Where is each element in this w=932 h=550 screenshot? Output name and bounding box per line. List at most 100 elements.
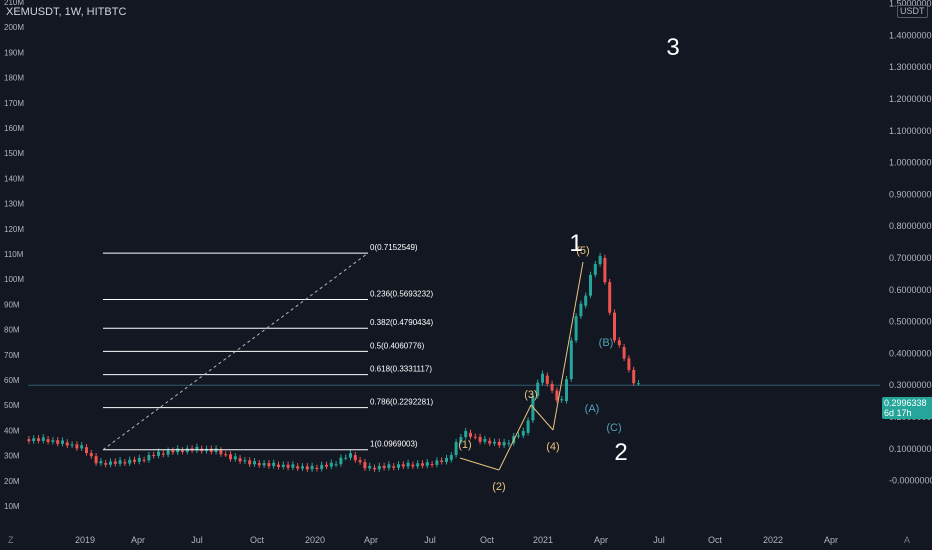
candle-body xyxy=(181,450,184,452)
right-axis-tick: -0.0000000 xyxy=(889,476,932,486)
right-axis-tick: 0.9000000 xyxy=(889,189,932,199)
candle-body xyxy=(598,256,602,265)
candle-body xyxy=(483,438,487,442)
candle-body xyxy=(157,451,160,456)
candle-body xyxy=(579,303,583,317)
fib-level-label: 0.382(0.4790434) xyxy=(370,318,434,327)
candle-body xyxy=(85,447,88,454)
candle-body xyxy=(387,464,391,469)
candle-body xyxy=(637,383,640,385)
x-axis-tick: 2022 xyxy=(763,535,783,545)
candle-body xyxy=(536,382,540,397)
candle-body xyxy=(339,457,343,465)
candle-body xyxy=(531,396,535,421)
candle-body xyxy=(166,450,170,455)
candle-body xyxy=(32,438,36,442)
log-scale-toggle[interactable]: Z xyxy=(8,535,14,545)
candle-body xyxy=(286,464,290,468)
candle-body xyxy=(411,464,415,467)
right-axis-tick: 1.2000000 xyxy=(889,94,932,104)
right-axis-tick: 0.7000000 xyxy=(889,253,932,263)
x-axis-tick: Oct xyxy=(250,535,265,545)
fib-level-label: 1(0.0969003) xyxy=(370,440,418,449)
wave-label: (5) xyxy=(576,245,589,257)
fib-level-label: 0.5(0.4060776) xyxy=(370,341,425,350)
candle-body xyxy=(632,369,636,384)
candle-body xyxy=(589,274,592,296)
candle-body xyxy=(80,445,84,449)
candle-body xyxy=(113,461,117,464)
left-axis-tick: 140M xyxy=(4,174,24,183)
candle-body xyxy=(243,460,247,462)
candle-body xyxy=(315,467,319,469)
big-wave-label: 3 xyxy=(666,34,679,61)
candle-body xyxy=(382,465,386,469)
candle-body xyxy=(507,443,511,445)
candle-body xyxy=(622,347,626,359)
candle-body xyxy=(464,430,468,438)
candle-body xyxy=(565,379,568,402)
candle-body xyxy=(41,437,45,441)
right-axis-tick: 1.5000000 xyxy=(889,0,932,9)
candle-body xyxy=(123,462,127,464)
candle-body xyxy=(569,340,573,380)
candle-body xyxy=(435,460,439,465)
candle-body xyxy=(584,295,588,306)
candle-body xyxy=(238,458,242,462)
candle-body xyxy=(128,459,132,464)
candle-body xyxy=(257,463,261,466)
candle-body xyxy=(493,441,496,444)
x-axis-tick: 2021 xyxy=(533,535,553,545)
candle-body xyxy=(416,463,420,467)
left-axis-tick: 150M xyxy=(4,149,24,158)
candle-body xyxy=(104,463,108,465)
left-axis-tick: 180M xyxy=(4,74,24,83)
wave-path-line xyxy=(459,457,500,471)
x-axis-tick: Apr xyxy=(131,535,145,545)
candle-body xyxy=(147,454,151,461)
candle-body xyxy=(445,457,448,462)
candle-body xyxy=(46,439,50,442)
candle-body xyxy=(421,463,424,466)
candle-body xyxy=(526,420,530,433)
wave-label: (3) xyxy=(524,389,537,401)
wave-path-line xyxy=(552,261,584,431)
candle-body xyxy=(497,441,501,446)
candle-body xyxy=(118,460,122,464)
left-axis-tick: 40M xyxy=(4,426,20,435)
candle-body xyxy=(301,466,304,469)
left-axis-tick: 50M xyxy=(4,401,20,410)
candle-body xyxy=(397,464,400,468)
candle-body xyxy=(142,459,146,461)
candle-body xyxy=(27,439,31,442)
candle-body xyxy=(272,462,276,467)
candle-body xyxy=(89,453,93,457)
wave-label: (2) xyxy=(492,481,505,493)
x-axis-tick: Oct xyxy=(480,535,495,545)
candle-body xyxy=(281,464,285,467)
candle-body xyxy=(373,467,376,470)
left-axis-tick: 70M xyxy=(4,351,20,360)
x-axis-tick: Apr xyxy=(594,535,608,545)
fib-level-label: 0(0.7152549) xyxy=(370,243,418,252)
current-price-value: 0.2996338 xyxy=(884,398,927,408)
candle-body xyxy=(94,456,98,464)
left-axis-tick: 100M xyxy=(4,275,24,284)
wave-path-line xyxy=(498,404,532,471)
fib-level-label: 0.618(0.3331117) xyxy=(370,365,432,374)
candle-body xyxy=(219,450,223,455)
auto-scale-toggle[interactable]: A xyxy=(904,535,911,545)
candle-body xyxy=(473,436,477,438)
right-axis-tick: 0.8000000 xyxy=(889,221,932,231)
right-axis-tick: 1.0000000 xyxy=(889,158,932,168)
left-axis-tick: 200M xyxy=(4,23,24,32)
left-axis-tick: 90M xyxy=(4,300,20,309)
big-wave-label: 1 xyxy=(569,230,582,257)
candle-body xyxy=(521,430,525,436)
candle-body xyxy=(344,457,348,459)
candle-body xyxy=(325,464,328,467)
ticker-title: XEMUSDT, 1W, HITBTC xyxy=(6,6,127,18)
x-axis-tick: Jul xyxy=(191,535,203,545)
currency-unit-badge[interactable]: USDT xyxy=(897,5,928,18)
